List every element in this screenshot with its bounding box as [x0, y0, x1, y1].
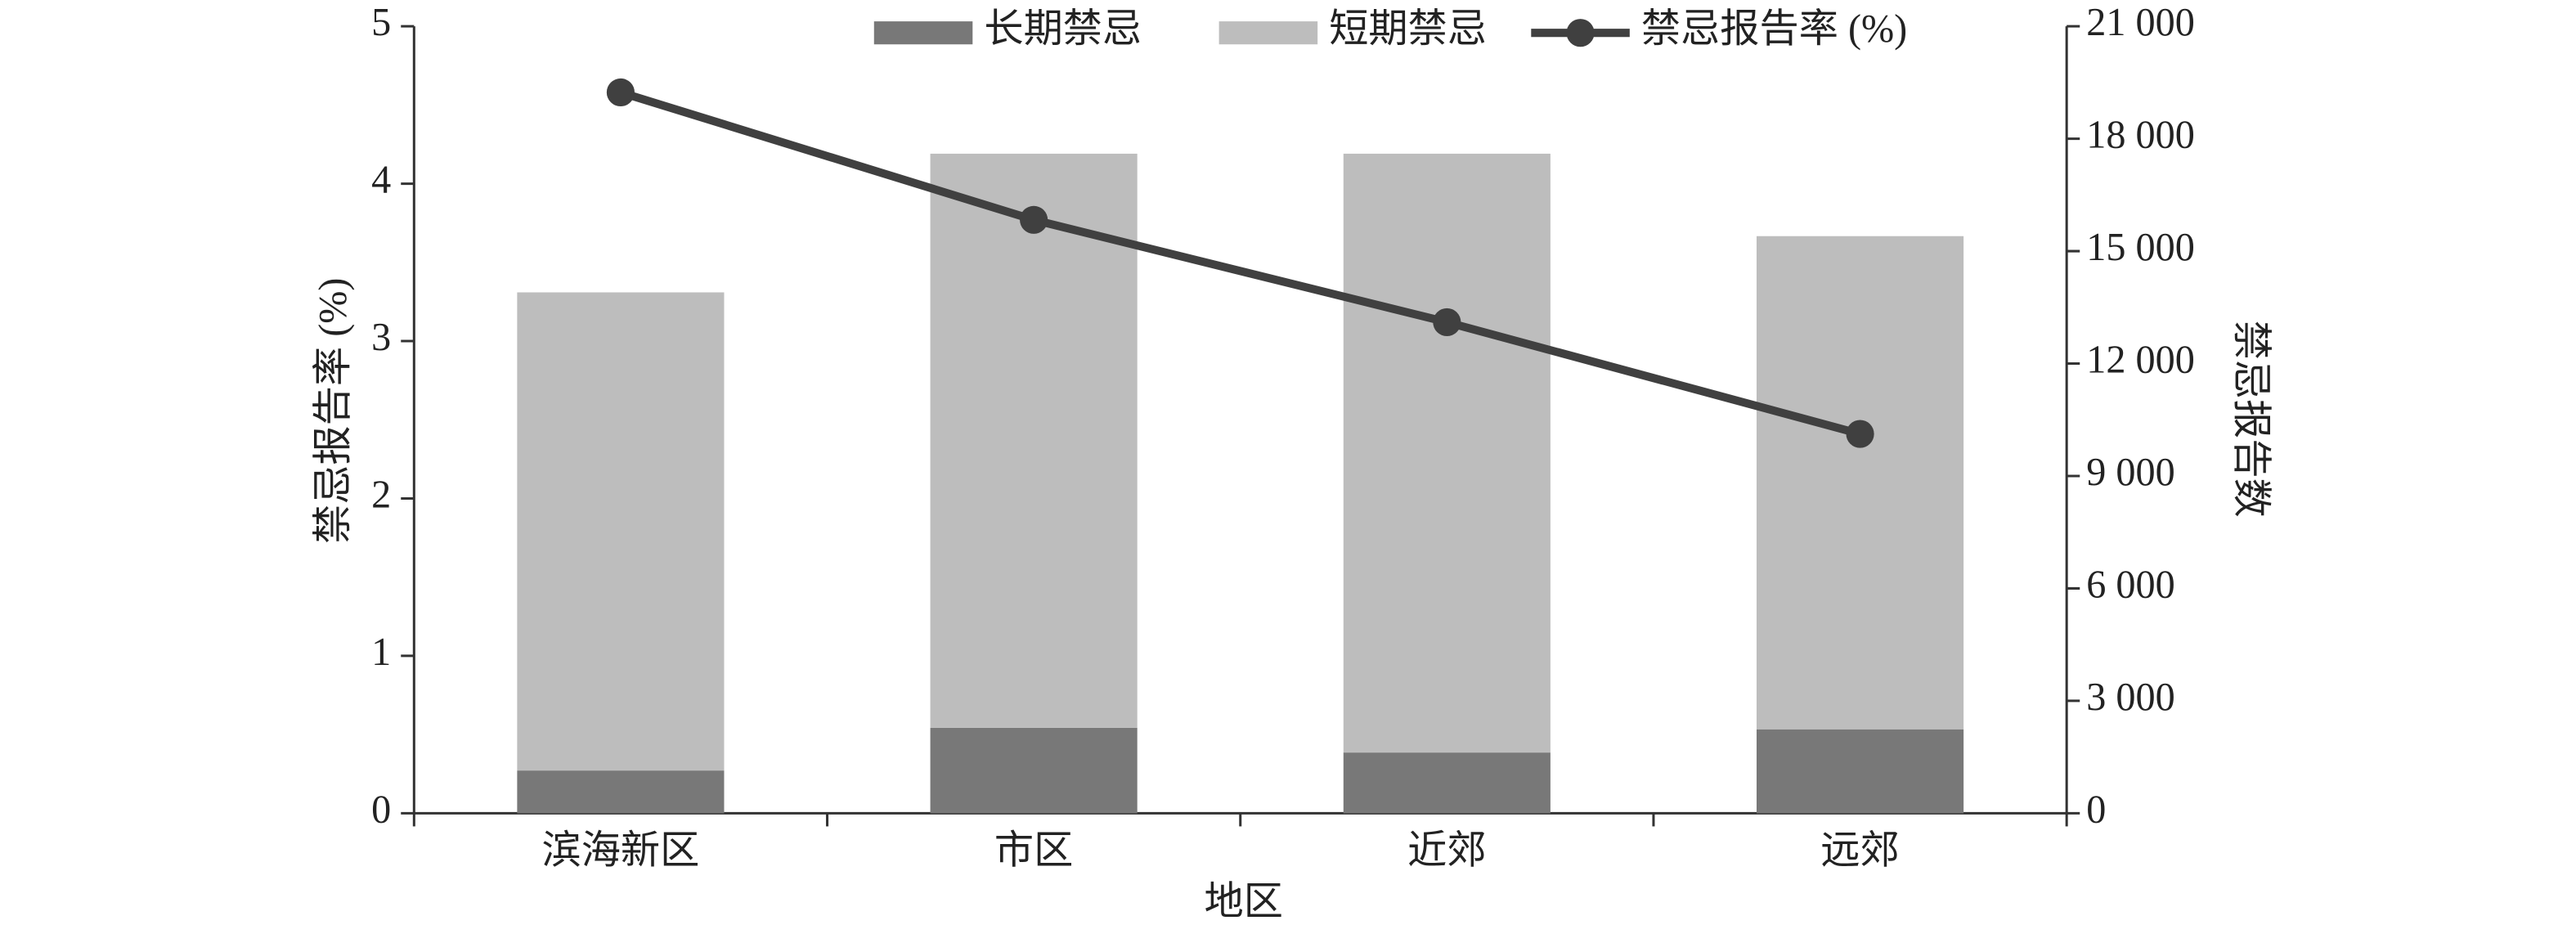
y2-axis-title: 禁忌报告数 [2229, 321, 2273, 518]
legend-label: 短期禁忌 [1329, 7, 1487, 51]
bar [1757, 236, 1964, 730]
y-tick-label: 5 [371, 1, 391, 44]
y2-tick-label: 18 000 [2086, 114, 2195, 157]
y-tick-label: 4 [371, 159, 391, 202]
y2-tick-label: 12 000 [2086, 339, 2195, 382]
legend-label: 禁忌报告率 (%) [1641, 7, 1907, 51]
line-point [1846, 420, 1874, 448]
bar [1343, 153, 1551, 753]
y2-tick-label: 0 [2086, 788, 2106, 831]
y-axis-title: 禁忌报告率 (%) [312, 278, 355, 544]
y2-tick-label: 15 000 [2086, 226, 2195, 269]
y2-tick-label: 3 000 [2086, 676, 2174, 719]
bar [1757, 729, 1964, 814]
x-tick-label: 远郊 [1820, 829, 1899, 873]
legend-swatch [1218, 21, 1318, 45]
bar [517, 770, 725, 814]
x-axis-title: 地区 [1205, 880, 1283, 923]
bar [930, 153, 1138, 728]
y2-tick-label: 6 000 [2086, 563, 2174, 606]
y-tick-label: 1 [371, 631, 391, 674]
y-tick-label: 0 [371, 788, 391, 831]
y2-tick-label: 21 000 [2086, 1, 2195, 44]
legend-swatch [1566, 19, 1595, 47]
legend-label: 长期禁忌 [984, 7, 1142, 51]
line [619, 88, 1861, 438]
bar [1343, 752, 1551, 814]
x-tick-label: 近郊 [1407, 829, 1486, 873]
y2-tick-label: 9 000 [2086, 451, 2174, 494]
x-tick-label: 市区 [994, 829, 1073, 873]
line-point [1433, 308, 1461, 337]
y-tick-label: 2 [371, 474, 391, 517]
legend-swatch [873, 21, 973, 45]
bar [517, 292, 725, 771]
y-tick-label: 3 [371, 316, 391, 359]
line-point [606, 78, 635, 107]
x-tick-label: 滨海新区 [542, 829, 700, 873]
line-point [1020, 205, 1048, 234]
bar [930, 727, 1138, 814]
